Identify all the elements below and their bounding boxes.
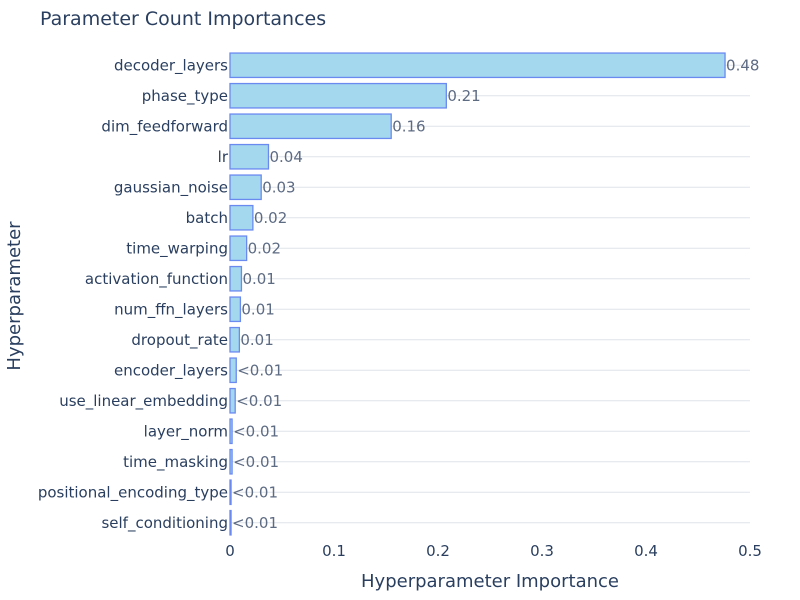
bar-dropout_rate bbox=[229, 326, 241, 353]
bar-time_warping bbox=[229, 235, 248, 262]
value-labels: 0.48 0.21 0.16 0.04 0.03 0.02 0.02 0.01 0.01 0.01… bbox=[232, 56, 759, 532]
bar-num_ffn_layers bbox=[229, 296, 242, 323]
bar-layer_norm bbox=[229, 418, 233, 445]
category-label: self_conditioning bbox=[101, 514, 228, 533]
value-label: 0.16 bbox=[392, 117, 425, 135]
value-label: <0.01 bbox=[237, 361, 283, 379]
bars bbox=[229, 52, 726, 536]
value-label: <0.01 bbox=[232, 483, 278, 501]
bar-lr bbox=[229, 143, 270, 170]
value-label: <0.01 bbox=[233, 453, 279, 471]
category-label: num_ffn_layers bbox=[114, 300, 228, 319]
x-tick-label: 0.4 bbox=[634, 542, 658, 560]
value-label: 0.04 bbox=[269, 148, 302, 166]
bar-gaussian_noise bbox=[229, 174, 262, 201]
value-label: 0.02 bbox=[254, 209, 287, 227]
category-label: activation_function bbox=[85, 270, 228, 289]
category-label: dropout_rate bbox=[131, 331, 228, 350]
category-label: use_linear_embedding bbox=[59, 392, 228, 411]
x-tick-label: 0.1 bbox=[322, 542, 346, 560]
value-label: 0.48 bbox=[726, 56, 759, 74]
bar-batch bbox=[229, 204, 254, 231]
category-label: layer_norm bbox=[144, 422, 228, 441]
x-tick-label: 0.5 bbox=[738, 542, 762, 560]
category-label: decoder_layers bbox=[114, 56, 228, 75]
category-label: batch bbox=[186, 209, 228, 227]
value-label: <0.01 bbox=[233, 422, 279, 440]
category-label: lr bbox=[218, 148, 229, 166]
bar-use_linear_embedding bbox=[229, 387, 236, 414]
x-tick-label: 0.2 bbox=[426, 542, 450, 560]
category-label: dim_feedforward bbox=[101, 117, 228, 136]
bar-decoder_layers bbox=[229, 52, 726, 79]
x-tick-labels: 0 0.1 0.2 0.3 0.4 0.5 bbox=[225, 542, 762, 560]
bar-dim_feedforward bbox=[229, 113, 392, 140]
value-label: <0.01 bbox=[236, 392, 282, 410]
chart-title: Parameter Count Importances bbox=[40, 8, 326, 30]
bar-positional_encoding_type bbox=[229, 479, 232, 506]
value-label: <0.01 bbox=[232, 514, 278, 532]
bar-activation_function bbox=[229, 265, 243, 292]
x-axis-title: Hyperparameter Importance bbox=[361, 571, 619, 592]
value-label: 0.01 bbox=[242, 270, 275, 288]
x-tick-label: 0.3 bbox=[530, 542, 554, 560]
category-label: encoder_layers bbox=[114, 361, 228, 380]
grid-lines bbox=[230, 64, 750, 524]
category-label: gaussian_noise bbox=[114, 178, 228, 197]
bar-time_masking bbox=[229, 448, 233, 475]
y-axis-title: Hyperparameter bbox=[4, 221, 25, 371]
value-label: 0.02 bbox=[248, 239, 281, 257]
category-label: positional_encoding_type bbox=[38, 483, 228, 502]
category-labels: decoder_layers phase_type dim_feedforwardl… bbox=[38, 56, 229, 533]
value-label: 0.21 bbox=[447, 87, 480, 105]
category-label: time_warping bbox=[126, 239, 228, 258]
bar-encoder_layers bbox=[229, 357, 237, 384]
bar-phase_type bbox=[229, 82, 447, 109]
bar-self_conditioning bbox=[229, 509, 232, 536]
category-label: phase_type bbox=[142, 87, 228, 106]
category-label: time_masking bbox=[123, 453, 228, 472]
x-tick-label: 0 bbox=[225, 542, 235, 560]
value-label: 0.01 bbox=[241, 300, 274, 318]
value-label: 0.03 bbox=[262, 178, 295, 196]
value-label: 0.01 bbox=[240, 331, 273, 349]
